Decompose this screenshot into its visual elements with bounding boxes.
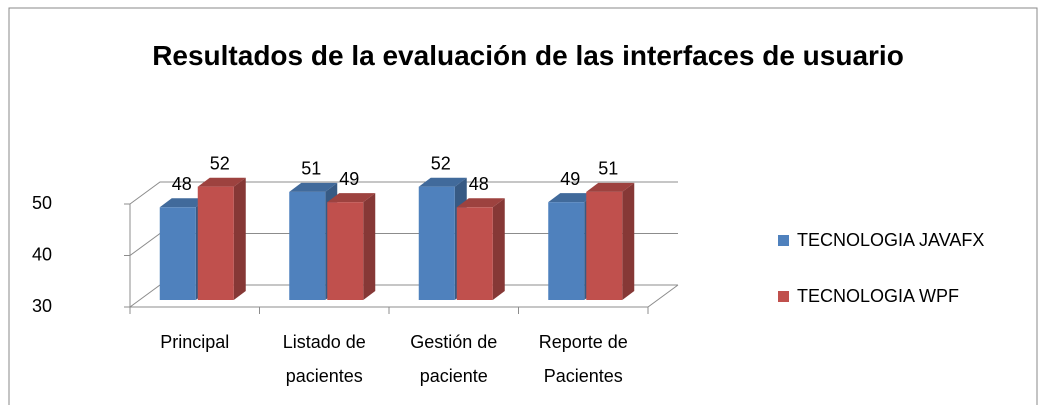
data-label: 48 <box>172 174 192 194</box>
bar-top <box>159 198 208 208</box>
data-label: 51 <box>301 159 321 179</box>
chart-title: Resultados de la evaluación de las inter… <box>152 40 904 71</box>
x-tick-label: Gestión de paciente <box>410 332 497 386</box>
bar-top <box>586 182 635 192</box>
grid-line <box>129 181 678 205</box>
bar-front <box>418 186 455 300</box>
y-tick-label: 30 <box>32 296 52 316</box>
bar-side <box>492 198 505 300</box>
data-label: 48 <box>469 174 489 194</box>
data-label: 49 <box>339 169 359 189</box>
legend-label: TECNOLOGIA JAVAFX <box>797 230 984 250</box>
bar-front <box>548 202 585 300</box>
bar-top <box>418 177 467 187</box>
data-label: 52 <box>210 153 230 173</box>
bar-top <box>289 182 338 192</box>
legend-label: TECNOLOGIA WPF <box>797 286 959 306</box>
bar-front <box>289 191 326 300</box>
bar-front <box>197 186 234 300</box>
data-label: 52 <box>431 153 451 173</box>
x-tick-label: Listado de pacientes <box>283 332 366 386</box>
data-label: 49 <box>560 169 580 189</box>
y-tick-label: 50 <box>32 193 52 213</box>
bar-side <box>233 177 246 300</box>
bar-front <box>159 207 196 300</box>
x-tick-label: Reporte de Pacientes <box>539 332 628 386</box>
bar <box>327 193 376 300</box>
chart-frame <box>8 7 1038 405</box>
x-tick-label: Principal <box>160 332 229 352</box>
y-tick-label: 40 <box>32 244 52 264</box>
legend-swatch <box>778 235 789 246</box>
bar-side <box>363 193 376 300</box>
data-label: 51 <box>598 159 618 179</box>
bar-top <box>327 193 376 203</box>
bar <box>456 198 505 300</box>
bar-front <box>586 191 623 300</box>
bar-side <box>622 182 635 300</box>
bar <box>197 177 246 300</box>
bar-front <box>327 202 364 300</box>
bar-top <box>456 198 505 208</box>
bar-top <box>197 177 246 187</box>
bar-top <box>548 193 597 203</box>
bar-front <box>456 207 493 300</box>
legend-swatch <box>778 291 789 302</box>
bar <box>586 182 635 300</box>
